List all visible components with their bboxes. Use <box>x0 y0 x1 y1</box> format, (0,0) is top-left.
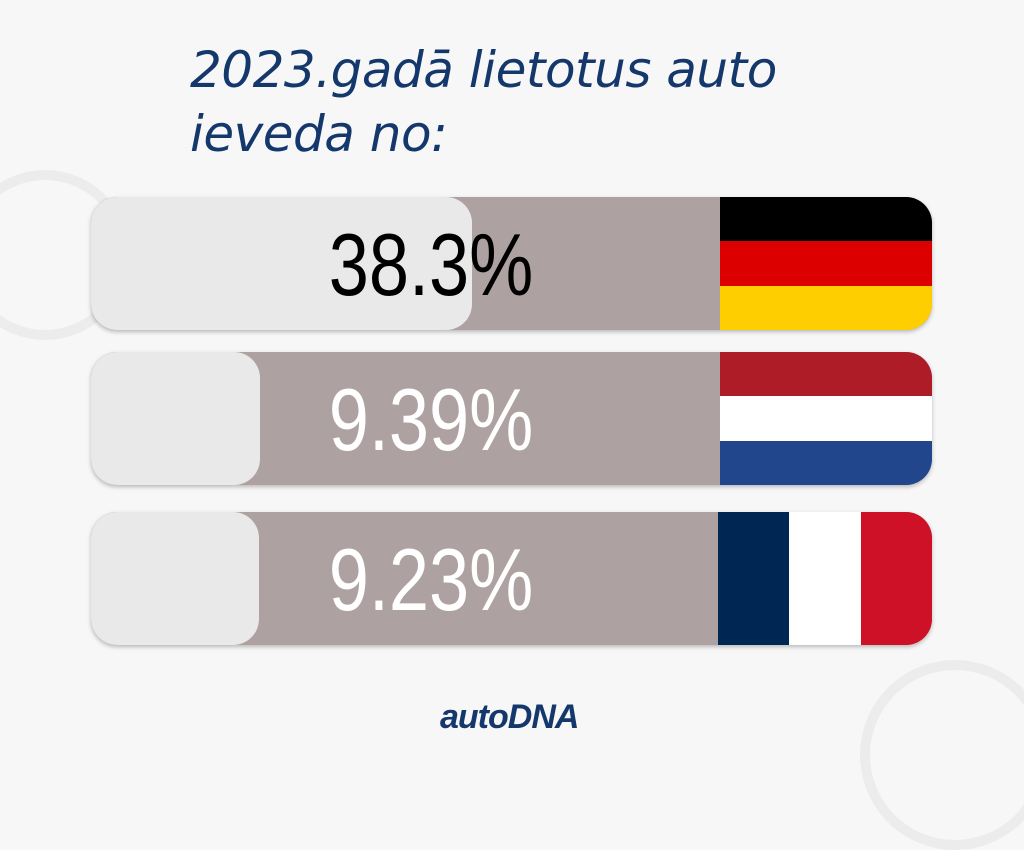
flag-stripe <box>720 285 932 330</box>
page-title: 2023.gadā lietotus auto ieveda no: <box>190 38 777 166</box>
flag-france-icon <box>718 512 932 645</box>
flag-stripe <box>720 440 932 485</box>
bar-germany: 38.3% <box>91 197 932 330</box>
flag-stripe <box>720 197 932 242</box>
data-label: 38.3% <box>328 215 534 314</box>
bar-fill <box>91 512 259 645</box>
bar-fill <box>91 197 472 330</box>
flag-germany-icon <box>720 197 932 330</box>
bar-france: 9.23% <box>91 512 932 645</box>
flag-stripe <box>860 512 932 645</box>
flag-stripe <box>720 352 932 397</box>
flag-stripe <box>720 396 932 441</box>
bar-fill <box>91 352 260 485</box>
data-label: 9.39% <box>328 370 534 469</box>
bar-netherlands: 9.39% <box>91 352 932 485</box>
title-line-2: ieveda no: <box>190 105 448 163</box>
background-wheel-decoration <box>860 660 1024 850</box>
flag-stripe <box>720 241 932 286</box>
autodna-logo: autoDNA <box>440 698 579 736</box>
flag-netherlands-icon <box>720 352 932 485</box>
flag-stripe <box>789 512 861 645</box>
flag-stripe <box>718 512 790 645</box>
data-label: 9.23% <box>328 530 534 629</box>
title-line-1: 2023.gadā lietotus auto <box>190 41 777 99</box>
